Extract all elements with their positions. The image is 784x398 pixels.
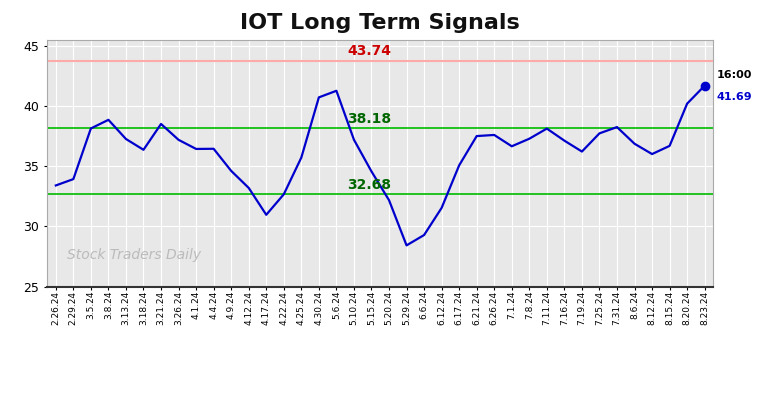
Text: 43.74: 43.74: [347, 44, 391, 58]
Title: IOT Long Term Signals: IOT Long Term Signals: [241, 13, 520, 33]
Text: Stock Traders Daily: Stock Traders Daily: [67, 248, 201, 262]
Text: 38.18: 38.18: [347, 111, 391, 125]
Text: 32.68: 32.68: [347, 178, 391, 192]
Text: 41.69: 41.69: [717, 92, 753, 101]
Text: 16:00: 16:00: [717, 70, 753, 80]
